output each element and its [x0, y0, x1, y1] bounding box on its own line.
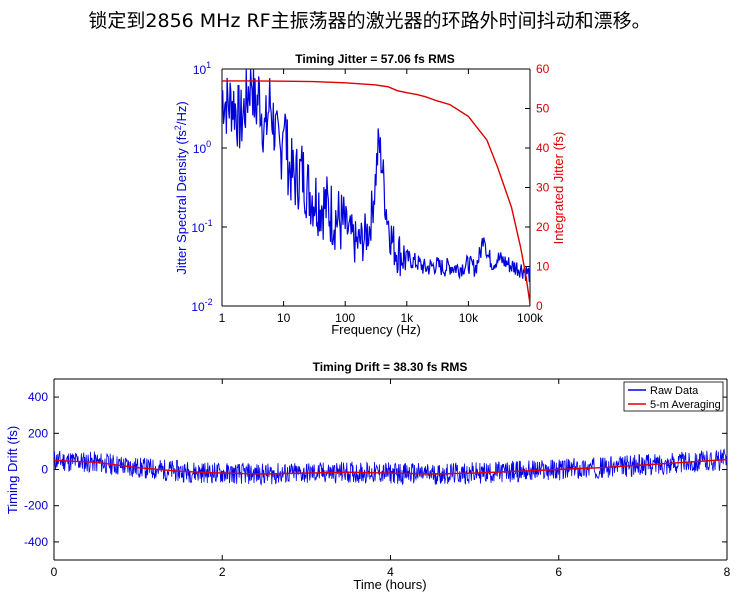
jitter-y2-tick-label: 10 — [536, 260, 550, 274]
jitter-x-tick-label: 100 — [335, 311, 355, 325]
jitter-y-axis-label: Jitter Spectral Density (fs2/Hz) — [173, 101, 189, 274]
jitter-y-tick-label: 10-1 — [191, 218, 212, 235]
jitter-integrated-series-line — [222, 80, 531, 305]
jitter-x-tick-label: 10 — [277, 311, 291, 325]
drift-y-tick-label: -200 — [24, 499, 48, 513]
jitter-x-tick-label: 100k — [517, 311, 544, 325]
drift-x-tick-label: 0 — [51, 565, 58, 579]
drift-raw-series-line — [53, 448, 728, 486]
jitter-x-axis-label: Frequency (Hz) — [331, 322, 421, 337]
jitter-x-tick-label: 1 — [219, 311, 226, 325]
jitter-y-ticks: 101 100 10-1 10-2 — [191, 60, 227, 314]
jitter-x-tick-label: 1k — [400, 311, 414, 325]
drift-y-tick-label: -400 — [24, 535, 48, 549]
jitter-y2-tick-label: 40 — [536, 141, 550, 155]
drift-avg-series-line — [53, 458, 728, 475]
jitter-y2-tick-label: 20 — [536, 220, 550, 234]
drift-legend: Raw Data 5-m Averaging — [623, 381, 724, 412]
drift-x-tick-label: 8 — [724, 565, 731, 579]
drift-y-ticks: -400 -200 0 200 400 — [24, 390, 727, 549]
drift-x-axis-label: Time (hours) — [353, 577, 426, 592]
drift-y-axis-label: Timing Drift (fs) — [5, 426, 20, 514]
jitter-chart: Timing Jitter = 57.06 fs RMS 1 10 100 1k 10k… — [173, 52, 566, 337]
jitter-y-tick-label: 10-2 — [191, 297, 212, 314]
jitter-y2-tick-label: 0 — [536, 299, 543, 313]
drift-x-tick-label: 6 — [555, 565, 562, 579]
jitter-y-tick-label: 100 — [193, 139, 211, 156]
drift-x-tick-label: 4 — [387, 565, 394, 579]
jitter-psd-series-line — [221, 68, 531, 283]
drift-chart-title: Timing Drift = 38.30 fs RMS — [313, 360, 468, 374]
jitter-x-ticks: 1 10 100 1k 10k 100k — [219, 69, 544, 325]
jitter-y2-tick-label: 30 — [536, 181, 550, 195]
legend-label-raw: Raw Data — [650, 385, 699, 397]
jitter-y2-tick-label: 50 — [536, 102, 550, 116]
legend-label-avg: 5-m Averaging — [650, 399, 721, 411]
drift-x-tick-label: 2 — [219, 565, 226, 579]
jitter-x-tick-label: 10k — [459, 311, 479, 325]
drift-chart: Timing Drift = 38.30 fs RMS 0 2 4 6 8 -400 -2… — [5, 360, 731, 592]
drift-legend-box — [623, 381, 724, 412]
jitter-y2-tick-label: 60 — [536, 62, 550, 76]
drift-y-tick-label: 0 — [41, 463, 48, 477]
jitter-plot-area — [221, 68, 531, 307]
jitter-chart-title: Timing Jitter = 57.06 fs RMS — [295, 52, 455, 66]
drift-y-tick-label: 400 — [28, 390, 48, 404]
jitter-y2-axis-label: Integrated Jitter (fs) — [551, 132, 566, 245]
drift-y-tick-label: 200 — [28, 426, 48, 440]
jitter-y2-ticks: 0 10 20 30 40 50 60 — [525, 62, 550, 313]
figure-caption: 锁定到2856 MHz RF主振荡器的激光器的环路外时间抖动和漂移。 — [88, 10, 651, 32]
jitter-y-tick-label: 101 — [193, 60, 211, 77]
drift-x-ticks: 0 2 4 6 8 — [51, 379, 731, 579]
